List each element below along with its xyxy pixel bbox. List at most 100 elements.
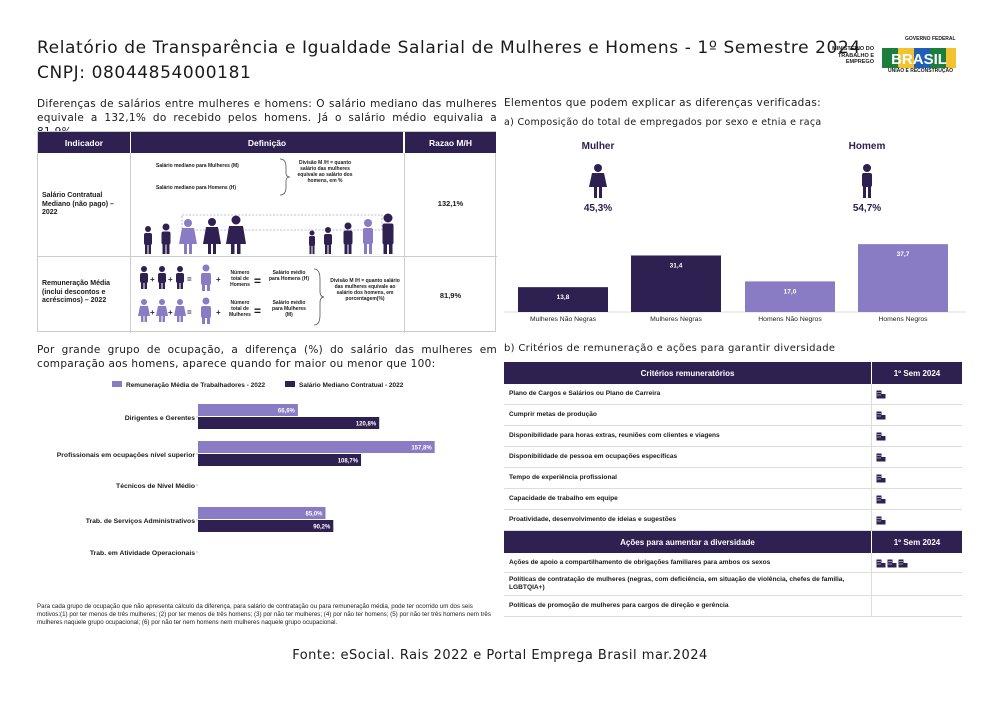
actions-period-header: 1º Sem 2024 xyxy=(872,531,962,553)
bar-value-label: 85,0% xyxy=(305,512,323,518)
criteria-label: Capacidade de trabalho em equipe xyxy=(509,495,618,502)
action-row xyxy=(504,596,962,617)
bar xyxy=(198,454,362,466)
occupation-intro: Por grande grupo de ocupação, a diferenç… xyxy=(37,344,497,370)
action-row xyxy=(504,573,962,596)
section-b-title: b) Critérios de remuneração e ações para… xyxy=(504,343,836,354)
equals-icon: = xyxy=(254,304,262,318)
logo-word: BRASIL xyxy=(891,51,947,68)
bar xyxy=(518,287,608,312)
building-icons xyxy=(876,390,887,401)
criteria-label: Disponibilidade de pessoa em ocupações e… xyxy=(509,453,678,460)
legend-label: Remuneração Média de Trabalhadores - 202… xyxy=(126,382,265,389)
bar-value-label: 31,4 xyxy=(670,262,683,269)
criteria-row xyxy=(504,489,962,510)
building-icons xyxy=(876,453,887,464)
criteria-label: Cumprir metas de produção xyxy=(509,411,597,418)
row-separator xyxy=(38,256,497,257)
col-separator xyxy=(871,553,872,573)
criteria-label: Plano de Cargos e Salários ou Plano de C… xyxy=(509,390,661,397)
criteria-header: Critérios remuneratórios xyxy=(504,362,871,384)
col-separator xyxy=(871,447,872,468)
building-icon xyxy=(876,474,886,483)
col-separator xyxy=(871,489,872,510)
page-title: Relatório de Transparência e Igualdade S… xyxy=(37,38,861,58)
category-label: Mulheres Negras xyxy=(650,316,702,323)
group-label: Homem xyxy=(849,141,886,152)
indicator-table: Indicador Definição Razao M/H Salário Co… xyxy=(37,131,497,333)
people-average-icon: + + = + + + = + xyxy=(138,264,221,324)
building-icons xyxy=(876,432,887,443)
building-icons xyxy=(876,495,887,506)
action-label: Políticas de promoção de mulheres para c… xyxy=(509,602,729,609)
def-women-median: Salário mediano para Mulheres (M) xyxy=(156,163,239,169)
col-separator xyxy=(404,153,405,333)
svg-text:=: = xyxy=(187,275,192,284)
def-note-median: Divisão M /H = quanto salário das mulher… xyxy=(297,160,353,184)
criteria-row xyxy=(504,426,962,447)
equals-icon: = xyxy=(254,274,262,288)
building-icon xyxy=(876,390,886,399)
criteria-label: Proatividade, desenvolvimento de ideias … xyxy=(509,516,677,523)
occupation-chart: Remuneração Média de Trabalhadores - 202… xyxy=(57,381,435,557)
building-icon xyxy=(898,559,908,568)
brace-icon xyxy=(279,158,291,196)
bar-value-label: 66,6% xyxy=(278,409,296,415)
action-label: Ações de apoio a compartilhamento de obr… xyxy=(509,559,771,566)
col-separator xyxy=(871,510,872,531)
avg-women-label: Salário médio para Mulheres (M) xyxy=(272,300,306,318)
criteria-label: Disponibilidade para horas extras, reuni… xyxy=(509,432,720,439)
criteria-table: Critérios remuneratórios 1º Sem 2024 Plano… xyxy=(504,362,962,617)
bar-value-label: 17,0 xyxy=(784,288,797,295)
category-label: Trab. de Serviços Administrativos xyxy=(86,518,196,525)
bar xyxy=(631,255,721,312)
criteria-row xyxy=(504,384,962,405)
criteria-row xyxy=(504,510,962,531)
bar xyxy=(858,244,948,312)
n-men-label: Número total de Homens xyxy=(230,270,250,288)
bar xyxy=(198,507,326,519)
gov-tagline: UNIÃO E RECONSTRUÇÃO xyxy=(888,68,954,74)
header-definicao: Definição xyxy=(131,132,403,153)
category-label: Mulheres Não Negras xyxy=(530,316,597,323)
value-mediano: 132,1% xyxy=(437,199,464,208)
building-icons xyxy=(876,516,887,527)
building-icon xyxy=(876,453,886,462)
criteria-period-header: 1º Sem 2024 xyxy=(872,362,962,384)
bar-value-label: 90,2% xyxy=(313,525,331,531)
svg-text:+: + xyxy=(168,308,173,317)
def-men-median: Salário mediano para Homens (H) xyxy=(156,185,237,191)
col-separator xyxy=(130,153,131,333)
gov-logo: BRASIL xyxy=(880,40,960,78)
building-icons xyxy=(876,474,887,485)
building-icon xyxy=(876,432,886,441)
col-separator xyxy=(871,384,872,405)
action-label: Políticas de contratação de mulheres (ne… xyxy=(509,576,845,591)
bar-value-label: 13,8 xyxy=(557,294,570,301)
svg-text:+: + xyxy=(150,275,155,284)
building-icons xyxy=(876,411,887,422)
brace-icon xyxy=(313,268,325,326)
building-icon xyxy=(876,516,886,525)
svg-text:+: + xyxy=(216,275,221,284)
building-icon xyxy=(876,559,886,568)
bar-value-label: 157,8% xyxy=(411,446,432,452)
col-separator xyxy=(871,573,872,596)
ministry-label: MINISTÉRIO DO TRABALHO E EMPREGO xyxy=(832,46,874,65)
criteria-row xyxy=(504,405,962,426)
bar xyxy=(745,281,835,312)
header-indicador: Indicador xyxy=(38,132,130,153)
building-icons xyxy=(876,559,909,570)
building-icon xyxy=(876,495,886,504)
building-icon xyxy=(876,411,886,420)
svg-text:+: + xyxy=(150,308,155,317)
source-note: Fonte: eSocial. Rais 2022 e Portal Empre… xyxy=(292,648,708,663)
section-a-title: a) Composição do total de empregados por… xyxy=(504,117,822,128)
action-row xyxy=(504,553,962,573)
legend-swatch xyxy=(112,381,122,387)
cnpj: CNPJ: 08044854000181 xyxy=(37,63,252,83)
header-razao: Razao M/H xyxy=(405,132,496,153)
category-label: Técnicos de Nível Médio xyxy=(116,483,195,490)
row-label-mediano: Salário Contratual Mediano (não pago) – … xyxy=(42,192,114,216)
composition-chart: Mulher 45,3% Homem 54,7% 13,8 Mulheres Não Ne… xyxy=(504,141,966,323)
